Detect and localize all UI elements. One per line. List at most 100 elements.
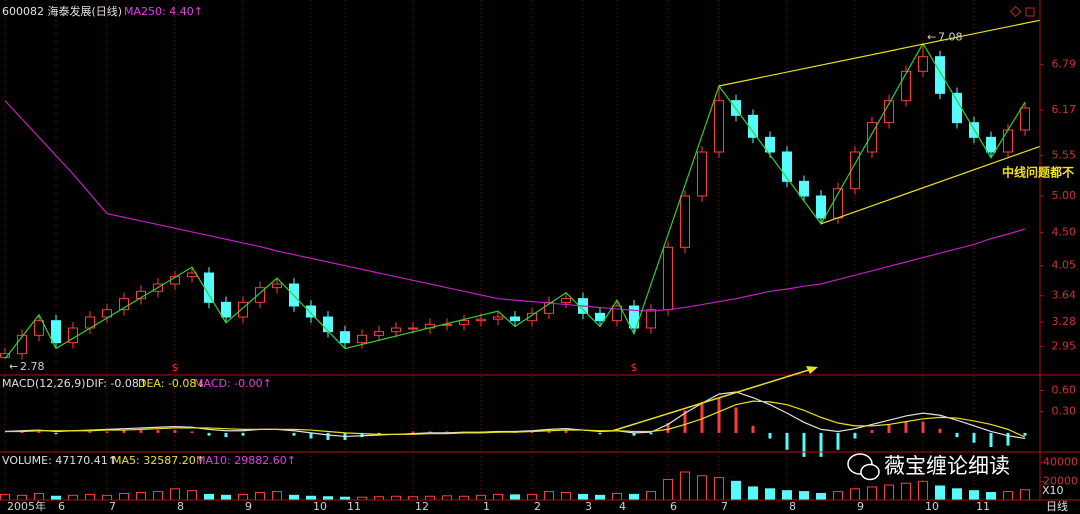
- x-tick-label: 10: [313, 500, 327, 513]
- volume-bar: [170, 488, 180, 501]
- volume-bar: [952, 488, 962, 501]
- candle-body: [901, 70, 911, 102]
- x-tick-label: 11: [976, 500, 990, 513]
- annotation-label: 7.08: [938, 30, 963, 43]
- volume-bar: [935, 485, 945, 501]
- candle-body: [1020, 107, 1030, 131]
- annotation-arrowhead: [806, 366, 818, 374]
- volume-bar: [782, 490, 792, 501]
- x-tick-label: 2: [534, 500, 541, 513]
- volume-bar: [187, 490, 197, 501]
- y-tick-label: 3.28: [1052, 315, 1077, 328]
- volume-bar: [221, 494, 231, 501]
- candle-body: [459, 320, 469, 325]
- volume-bar: [272, 491, 282, 501]
- x-tick-label: 2005年: [7, 499, 46, 513]
- volume-bar: [884, 484, 894, 501]
- candle-body: [238, 301, 248, 318]
- candle-body: [680, 195, 690, 248]
- candle-body: [221, 301, 231, 318]
- candle-body: [476, 318, 486, 322]
- watermark-icon: [860, 463, 880, 481]
- volume-bar: [255, 492, 265, 501]
- volume-bar: [918, 480, 928, 501]
- channel-line: [718, 19, 1040, 87]
- x-tick-label: 7: [109, 500, 116, 513]
- y-tick-label: 6.79: [1052, 58, 1077, 71]
- candle-body: [51, 320, 61, 344]
- y-tick-label: 4.50: [1052, 226, 1077, 239]
- volume-bar: [833, 491, 843, 501]
- volume-bar: [289, 494, 299, 501]
- volume-bar: [714, 477, 724, 501]
- volume-bar: [136, 492, 146, 501]
- x-tick-label: 8: [789, 500, 796, 513]
- x-tick-label: 7: [721, 500, 728, 513]
- y-tick-label: 0.30: [1052, 405, 1077, 418]
- icon: [1009, 5, 1022, 18]
- x-tick-label: 8: [177, 500, 184, 513]
- volume-bar: [765, 488, 775, 501]
- macd-label: MACD: -0.00↑: [194, 377, 272, 390]
- icon: [1025, 7, 1035, 17]
- volume-bar: [629, 493, 639, 501]
- volume-bar: [901, 482, 911, 501]
- candle-body: [493, 316, 503, 320]
- watermark-text: 薇宝缠论细读: [884, 454, 1010, 478]
- x-tick-label: 9: [245, 500, 252, 513]
- x-tick-label: 10: [925, 500, 939, 513]
- annotation-label: 2.78: [20, 360, 45, 373]
- candle-body: [646, 309, 656, 329]
- volume-bar: [510, 494, 520, 501]
- x-tick-label: 6: [670, 500, 677, 513]
- x-tick-label: 6: [58, 500, 65, 513]
- volume-bar: [1003, 491, 1013, 501]
- zigzag-line: [4, 42, 1026, 360]
- volume-label: MA5: 32587.20↑: [112, 454, 205, 467]
- dif-line: [4, 391, 1026, 440]
- volume-bar: [731, 480, 741, 501]
- candle-body: [765, 136, 775, 153]
- y-tick-label: 4.05: [1052, 259, 1077, 272]
- volume-bar: [153, 491, 163, 501]
- volume-bar: [680, 471, 690, 501]
- y-tick-label: 5.00: [1052, 189, 1077, 202]
- volume-label: VOLUME: 47170.41↑: [2, 454, 117, 467]
- x-tick-label: 1: [483, 500, 490, 513]
- candle-body: [850, 151, 860, 190]
- volume-bar: [68, 494, 78, 501]
- volume-bar: [561, 492, 571, 501]
- note: 中线问题都不: [1002, 165, 1074, 180]
- candle-body: [391, 327, 401, 333]
- period-label: 日线: [1046, 499, 1068, 513]
- y-tick-label: 20000: [1043, 474, 1078, 487]
- candle-body: [986, 136, 996, 153]
- chart-title: 600082 海泰发展(日线): [2, 4, 122, 18]
- volume-bar: [850, 488, 860, 501]
- candle-body: [187, 272, 197, 278]
- signal-marker: $: [172, 361, 179, 374]
- macd-label: DEA: -0.08↓: [138, 377, 206, 390]
- annotation-arrow: [611, 368, 813, 432]
- candle-body: [374, 331, 384, 336]
- volume-bar: [799, 491, 809, 501]
- signal-marker: $: [631, 361, 638, 374]
- candle-body: [408, 327, 418, 330]
- y-tick-label: 6.17: [1052, 103, 1077, 116]
- candle-body: [323, 316, 333, 333]
- candle-body: [119, 298, 129, 311]
- annotation-arrow: ←: [9, 360, 18, 373]
- volume-bar: [391, 495, 401, 501]
- candle-body: [34, 320, 44, 336]
- candle-body: [714, 100, 724, 153]
- x-tick-label: 3: [585, 500, 592, 513]
- candle-body: [697, 151, 707, 197]
- volume-bar: [986, 492, 996, 501]
- volume-bar: [85, 493, 95, 501]
- candle-body: [17, 334, 27, 355]
- volume-bar: [969, 490, 979, 501]
- marks: [0, 19, 1040, 501]
- y-tick-label: 40000: [1043, 456, 1078, 469]
